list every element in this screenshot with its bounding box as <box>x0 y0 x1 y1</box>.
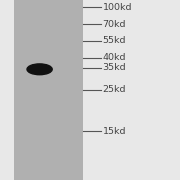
Ellipse shape <box>27 64 52 75</box>
Text: 55kd: 55kd <box>103 36 126 45</box>
Text: 15kd: 15kd <box>103 127 126 136</box>
Text: 100kd: 100kd <box>103 3 132 12</box>
Bar <box>14 0 83 180</box>
Text: 70kd: 70kd <box>103 20 126 29</box>
Text: 25kd: 25kd <box>103 86 126 94</box>
Text: 35kd: 35kd <box>103 63 126 72</box>
Text: 40kd: 40kd <box>103 53 126 62</box>
